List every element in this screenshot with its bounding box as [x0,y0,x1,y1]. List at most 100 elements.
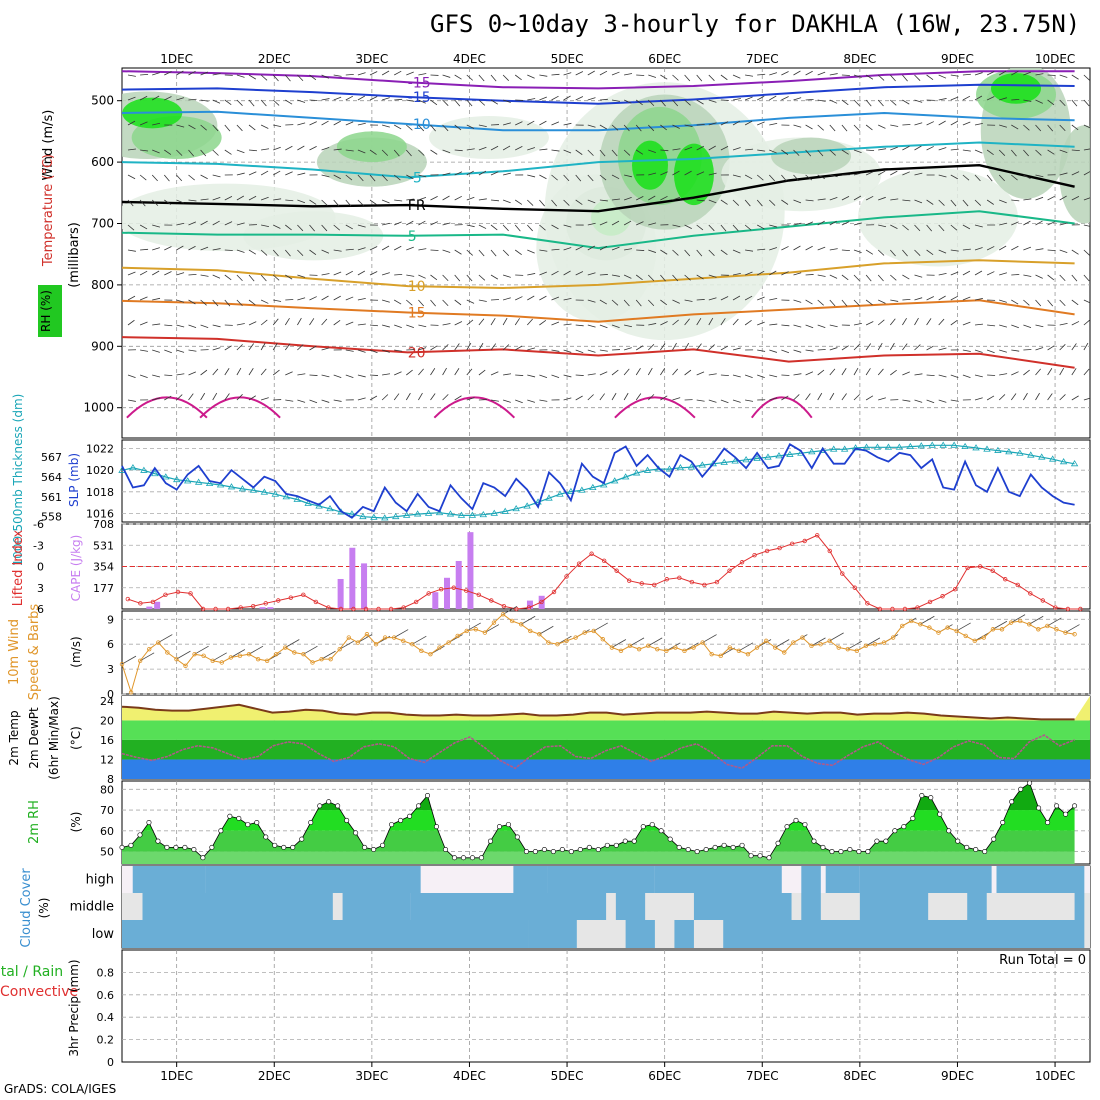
wind-barb [696,343,702,351]
thickness-marker [523,502,531,509]
wind10m-marker [582,630,587,635]
rh-marker [964,844,970,850]
wind10m-marker [981,635,987,640]
wind-barb [369,96,378,101]
isotherm-25 [750,396,813,419]
wind-barb [648,299,655,307]
li-marker [388,606,394,612]
wind-barb [164,271,172,276]
thickness-marker [435,508,444,516]
wind10m-marker [918,622,923,627]
wind-barb [272,342,278,351]
wind-barb [333,174,341,180]
wind-barb [950,320,958,326]
wind-barb [986,395,995,401]
wind-barb [1010,149,1017,157]
wind10m-marker [401,638,406,644]
wind-barb [490,399,499,402]
wind-barb [611,220,620,226]
wind-barb [1083,74,1090,81]
wind-barb [551,224,559,230]
wind-barb [212,197,221,201]
thickness-marker [862,443,871,450]
wind10m-barb [956,622,971,632]
rh-marker [425,793,431,799]
thickness-marker [260,488,269,495]
wind10m-marker [274,651,279,657]
wind-barb [1059,99,1066,107]
li-marker [564,574,569,579]
wind-barb [297,99,306,103]
wind-barb [635,274,643,281]
wind-barb [1047,249,1056,252]
wind-barb [260,299,269,304]
wind-barb [635,368,641,376]
thickness-tick-label: 558 [41,511,62,524]
wind-barb [611,274,620,277]
cloud-block [410,893,607,920]
isotherm-label: 15 [408,306,426,322]
wind-barb [297,297,306,301]
wind-barb [272,99,280,106]
wind-barb [466,319,474,326]
wind-barb [127,271,136,276]
wind-barb [611,149,618,157]
temp-tick-label: 20 [100,714,114,727]
rh-marker [631,838,637,844]
thickness-marker [972,444,980,451]
wind10m-barb [321,650,336,660]
cloud-block [625,920,655,948]
rh-blob [991,73,1042,104]
wind-barb [611,174,620,180]
wind-barb [490,224,498,231]
wind-barb [841,393,847,401]
wind10m-marker [518,622,524,627]
slp-line [121,443,1075,519]
wind-barb [563,323,572,326]
thickness-marker [884,443,893,450]
wind-barb [926,199,934,205]
cape-bar [146,606,153,609]
wind-barb [260,397,269,401]
wind-barb [1035,324,1044,328]
wind10m-marker [845,646,850,652]
wind-barb [926,318,932,326]
wind-barb [140,248,149,251]
rh-band [122,783,1075,811]
wind-barb [152,349,160,353]
thickness-marker [238,485,247,492]
wind-barb [357,199,364,206]
rh-marker [1000,819,1006,825]
wind-barb [394,199,403,202]
li-marker [439,586,444,592]
li-marker [526,605,532,610]
wind10m-marker [736,648,742,654]
li-marker [927,599,933,605]
cloud-block [654,866,782,893]
wind-barb [660,195,668,201]
wind-barb [877,249,885,256]
cape-tick-label: 354 [93,561,114,574]
wind-barb [357,72,366,76]
wind-barb [285,274,293,280]
wind-barb [757,374,765,379]
wind-barb [914,399,923,403]
wind-barb [889,318,896,326]
rh-marker [245,822,251,828]
rh-marker [443,846,449,852]
cloud-block [132,866,206,893]
rh-marker [1009,799,1015,805]
wind-barb [708,344,715,351]
wind-barb [285,99,293,105]
wind-tick-label: 3 [107,663,114,676]
rh-marker [649,822,655,828]
wind10m-marker [682,648,687,654]
wind10m-marker [718,653,723,659]
pressure-tick-label: 600 [91,155,114,169]
wind-barb [139,121,148,126]
wind-barb [503,172,511,176]
wind-barb [345,149,354,152]
wind-barb [708,199,717,204]
wind-barb [333,399,342,402]
wind-barb [176,324,185,328]
